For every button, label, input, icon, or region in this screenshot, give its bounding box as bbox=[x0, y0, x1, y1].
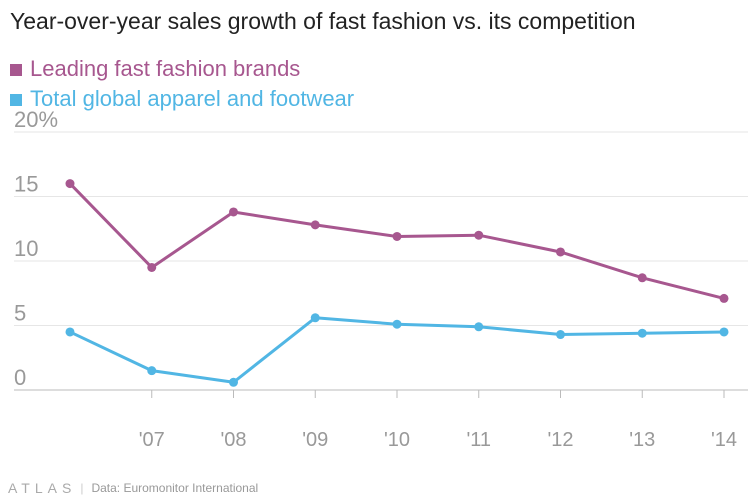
chart-title: Year-over-year sales growth of fast fash… bbox=[10, 8, 636, 34]
legend-swatch-fast-fashion bbox=[10, 64, 22, 76]
data-point-0-7 bbox=[637, 273, 647, 283]
data-point-1-4 bbox=[392, 319, 402, 329]
legend-label-fast-fashion: Leading fast fashion brands bbox=[30, 56, 301, 81]
y-tick-label: 10 bbox=[14, 236, 38, 261]
x-tick-label: '14 bbox=[711, 429, 737, 451]
source-note: Data: Euromonitor International bbox=[91, 481, 259, 495]
data-point-1-5 bbox=[474, 322, 484, 332]
y-tick-label: 20% bbox=[14, 107, 58, 132]
data-point-1-6 bbox=[556, 330, 565, 340]
data-point-1-1 bbox=[147, 366, 157, 376]
footer-separator: | bbox=[80, 481, 84, 495]
data-point-1-8 bbox=[719, 327, 729, 337]
series-line-0 bbox=[68, 182, 726, 300]
data-point-0-0 bbox=[65, 179, 75, 189]
x-tick-label: '12 bbox=[547, 429, 573, 451]
x-tick-label: '07 bbox=[139, 429, 165, 451]
data-point-1-2 bbox=[229, 377, 238, 387]
atlas-logo: ATLAS bbox=[8, 480, 77, 496]
legend-label-global-apparel: Total global apparel and footwear bbox=[30, 86, 355, 111]
data-point-0-1 bbox=[147, 262, 157, 272]
legend-item-global-apparel: Total global apparel and footwear bbox=[10, 84, 354, 114]
data-point-0-8 bbox=[719, 293, 729, 303]
x-tick-label: '10 bbox=[384, 429, 410, 451]
y-tick-label: 15 bbox=[14, 172, 38, 197]
x-tick-label: '11 bbox=[466, 429, 491, 451]
data-point-0-4 bbox=[392, 231, 402, 241]
data-point-0-2 bbox=[229, 207, 238, 217]
data-point-1-0 bbox=[65, 327, 75, 337]
data-point-0-6 bbox=[556, 247, 565, 257]
data-point-1-7 bbox=[637, 328, 647, 338]
x-tick-label: '09 bbox=[302, 429, 328, 451]
x-tick-label: '08 bbox=[220, 429, 246, 451]
y-tick-label: 0 bbox=[14, 365, 26, 390]
legend: Leading fast fashion brands Total global… bbox=[10, 54, 354, 114]
legend-swatch-global-apparel bbox=[10, 94, 22, 106]
y-tick-label: 5 bbox=[14, 301, 26, 326]
x-tick-label: '13 bbox=[629, 429, 655, 451]
data-point-1-3 bbox=[310, 313, 320, 323]
data-point-0-3 bbox=[310, 220, 320, 230]
legend-item-fast-fashion: Leading fast fashion brands bbox=[10, 54, 354, 84]
footer: ATLAS | Data: Euromonitor International bbox=[8, 480, 258, 496]
data-point-0-5 bbox=[474, 230, 484, 240]
